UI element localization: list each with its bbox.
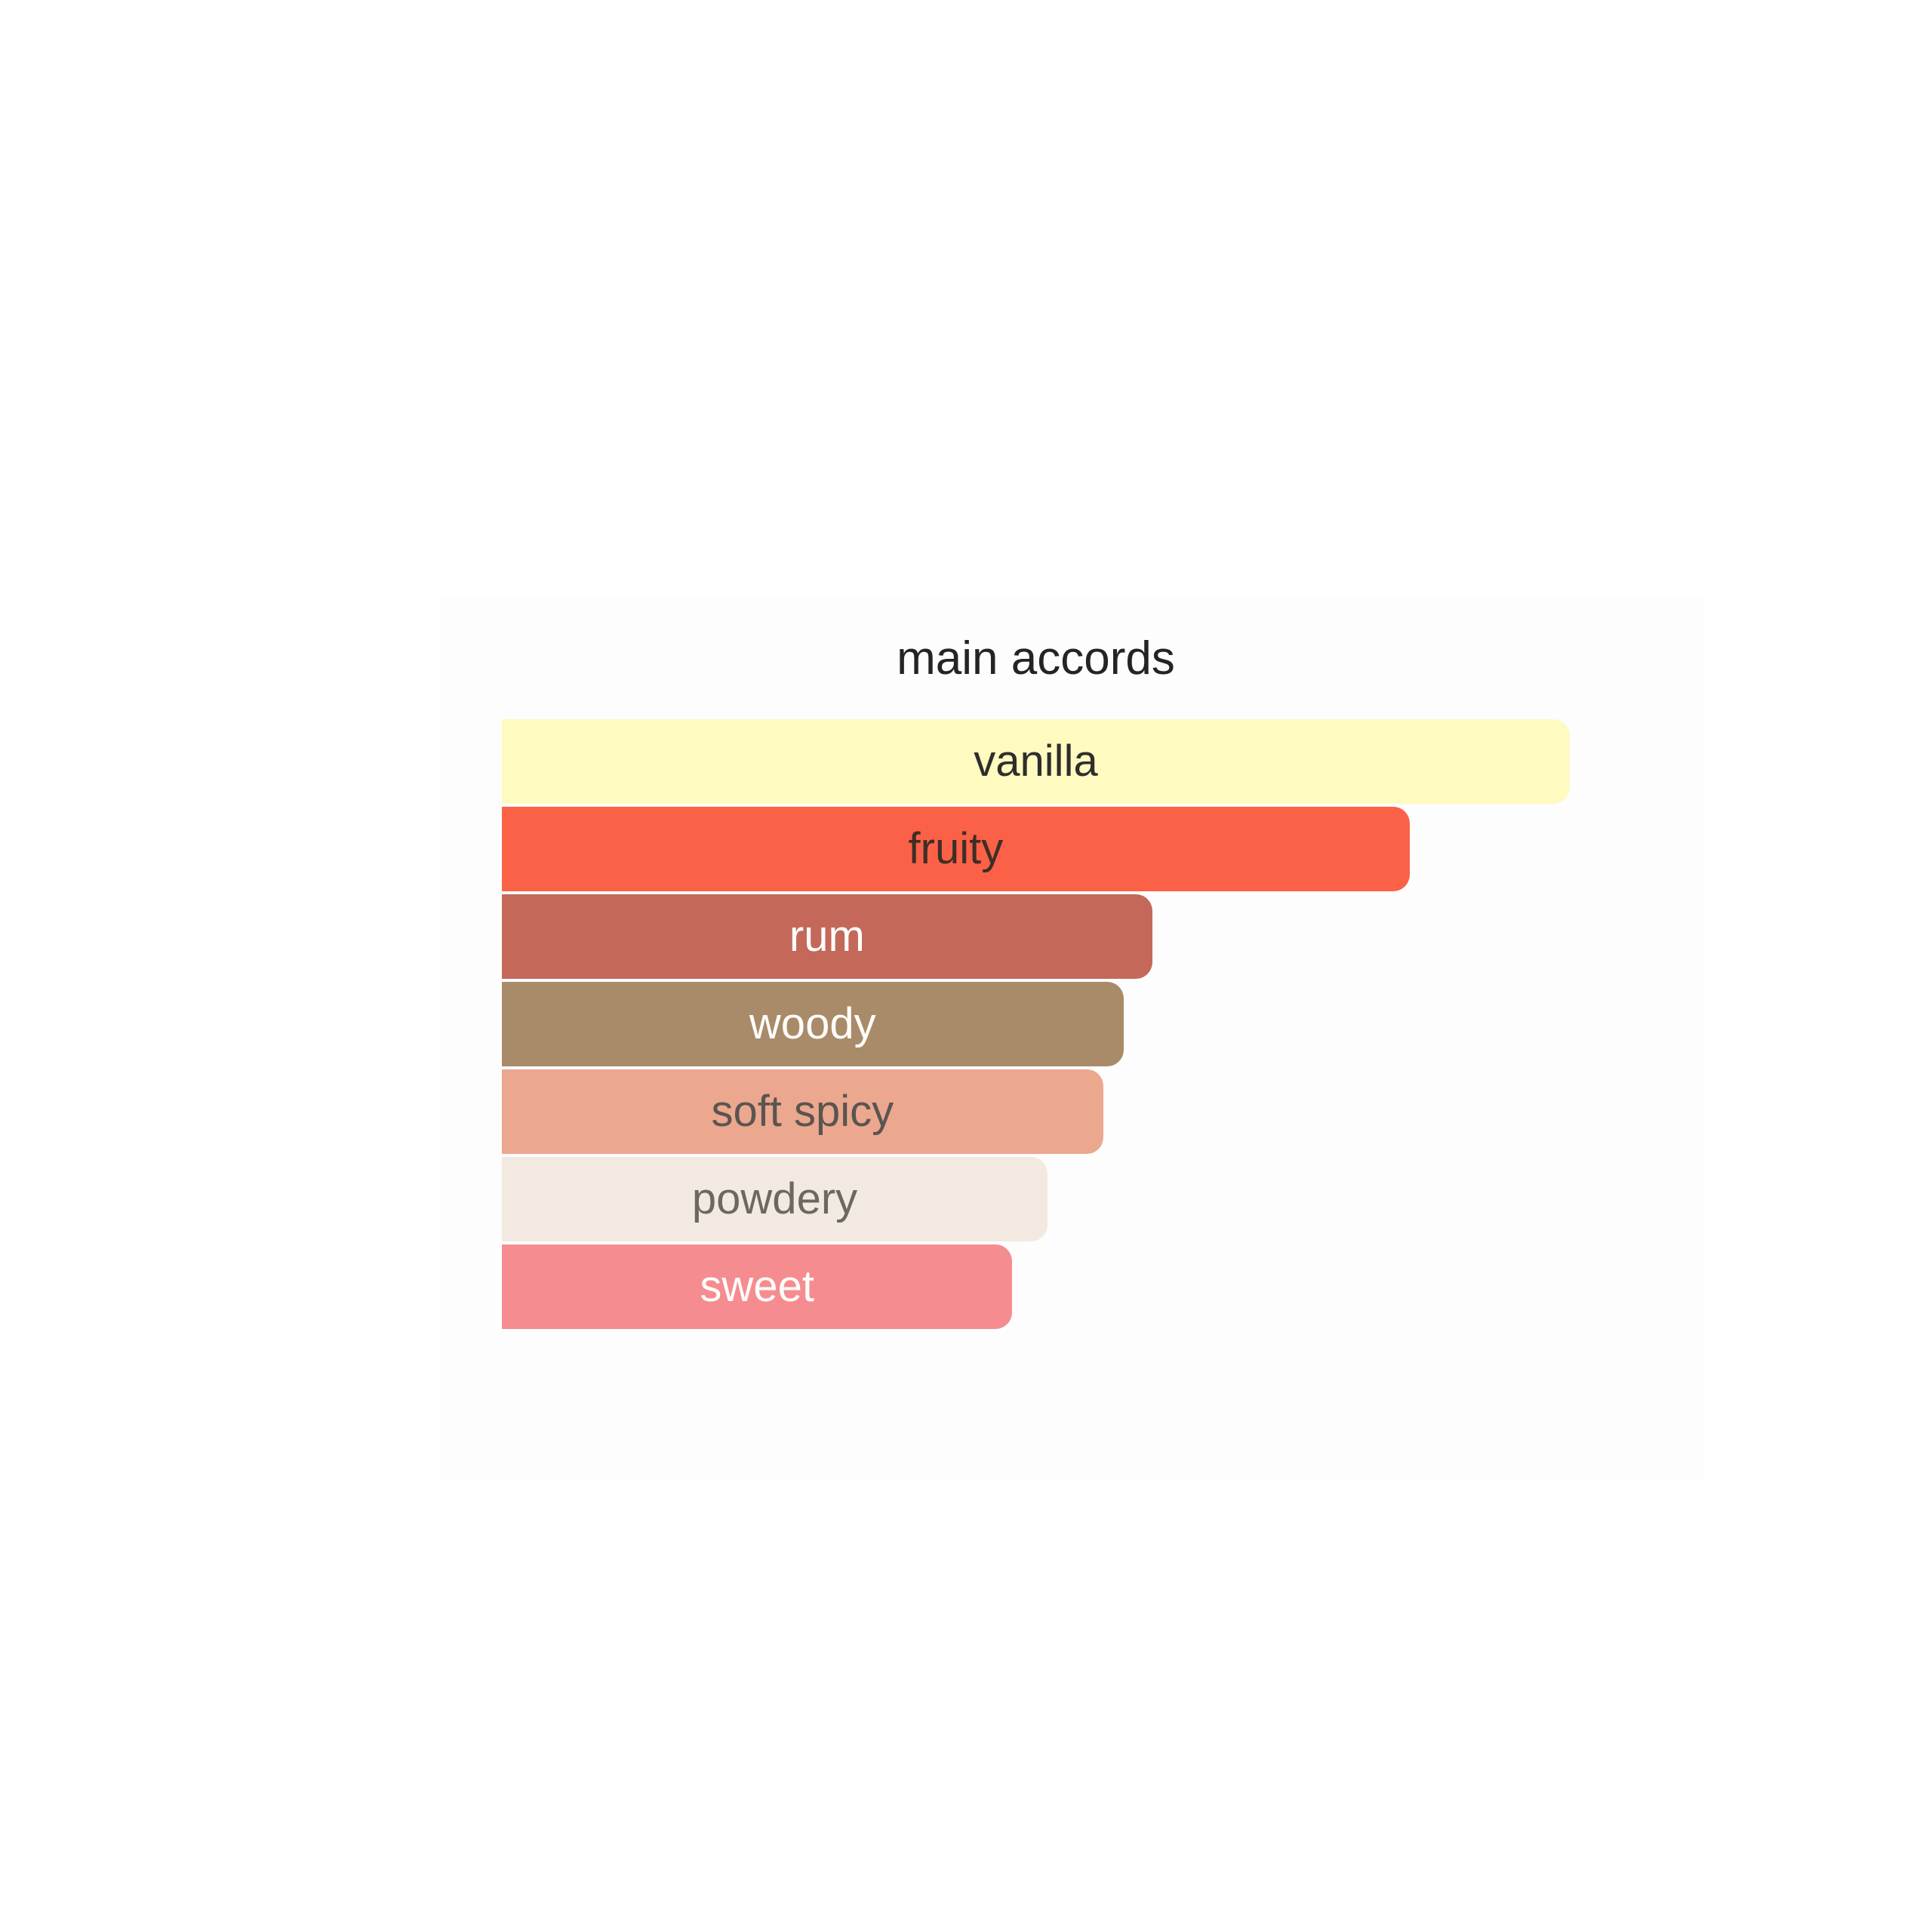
accord-bar-powdery: powdery	[502, 1157, 1048, 1241]
accord-bar-rum: rum	[502, 894, 1152, 979]
main-accords-chart: main accords vanilla fruity rum woody soft s…	[502, 632, 1570, 1329]
accord-bar-fruity: fruity	[502, 807, 1410, 891]
main-accords-card: main accords vanilla fruity rum woody soft s…	[441, 598, 1703, 1481]
accord-bar-soft-spicy: soft spicy	[502, 1069, 1103, 1154]
accord-bar-sweet: sweet	[502, 1244, 1013, 1329]
accord-bar-vanilla: vanilla	[502, 719, 1570, 804]
accord-bar-woody: woody	[502, 982, 1124, 1066]
chart-title: main accords	[897, 632, 1175, 685]
accord-bars-list: vanilla fruity rum woody soft spicy powdery sw…	[502, 719, 1570, 1329]
